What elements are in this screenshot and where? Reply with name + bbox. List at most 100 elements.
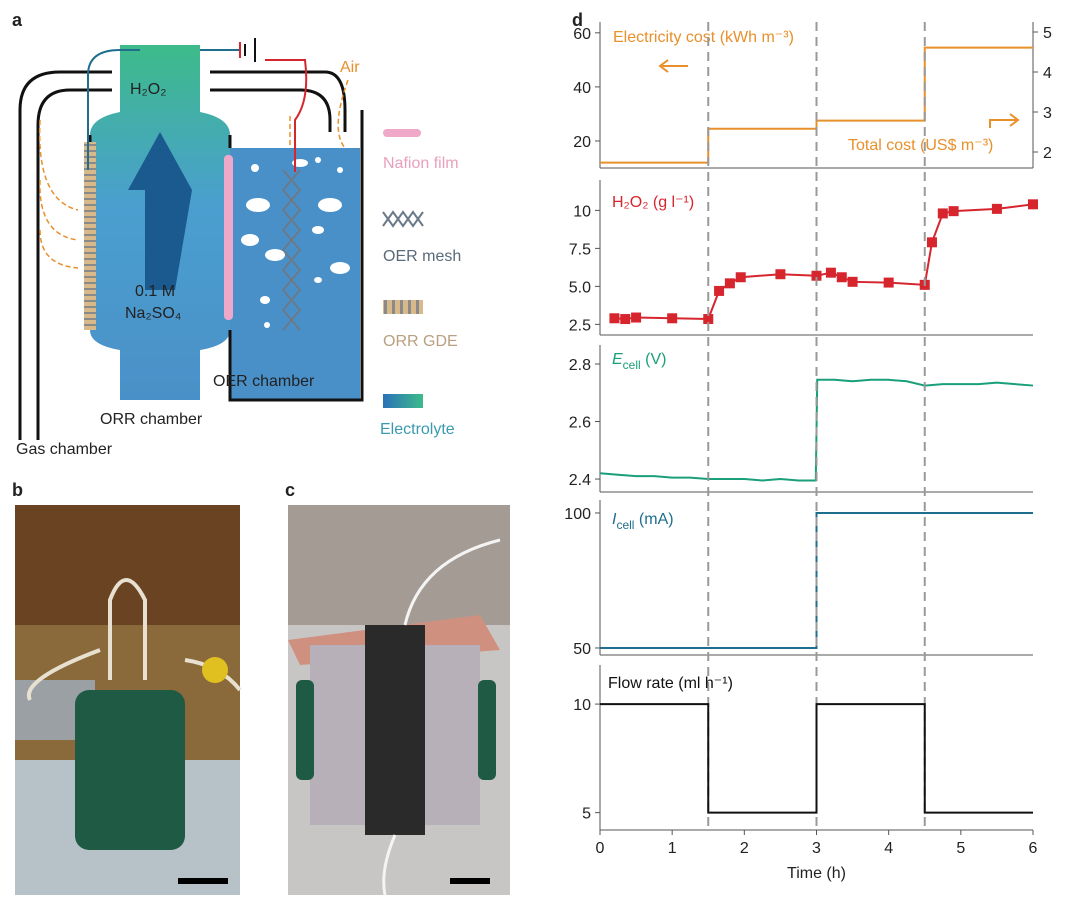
photo-clip [478, 680, 496, 780]
x-tick-label: 2 [740, 840, 749, 857]
data-point [847, 276, 858, 287]
nafion-film [224, 155, 233, 320]
photo-clip [202, 657, 228, 683]
panel-label: a [12, 10, 23, 30]
data-point [735, 272, 746, 283]
y-tick-label: 20 [573, 134, 591, 151]
x-tick-label: 1 [668, 840, 677, 857]
panel-b: b [12, 480, 242, 895]
flow-arrow [128, 132, 192, 290]
data-point [620, 314, 631, 325]
annotation-text: H₂O₂ (g l⁻¹) [612, 194, 694, 211]
annotation-text: E [612, 351, 623, 368]
annotation-arrow [658, 59, 688, 73]
data-point [724, 278, 735, 289]
data-point [836, 272, 847, 283]
legend-label: OER mesh [383, 248, 461, 265]
photo-tubes [382, 538, 501, 896]
data-point [609, 313, 620, 324]
battery [244, 38, 256, 62]
legend-label: ORR GDE [383, 333, 458, 350]
annotation-text: Total cost (US$ m⁻³) [848, 137, 993, 154]
annotation-sub: cell [623, 358, 641, 372]
data-point [1028, 199, 1038, 210]
data-point [825, 267, 836, 278]
x-tick-label: 4 [884, 840, 893, 857]
y-tick-label: 2.6 [569, 415, 591, 432]
diagram-label: H₂O₂ [130, 81, 166, 98]
data-line [614, 203, 1034, 321]
photo-bg [15, 505, 240, 625]
data-point [948, 206, 959, 217]
y-tick-label: 5 [582, 806, 591, 823]
legend-swatch [382, 210, 424, 228]
x-axis-title: Time (h) [787, 865, 846, 882]
panel-d: d 20 40 60 2 3 4 5 Electricity cost (kWh m⁻³) To… [564, 10, 1052, 882]
legend-label: Electrolyte [380, 421, 455, 438]
diagram-label: OER chamber [213, 373, 315, 390]
data-point [937, 208, 948, 219]
data-point [631, 312, 642, 323]
panel-a: a H₂O₂ 0.1 M Na₂SO₄ Air OER chamber ORR … [12, 10, 461, 458]
data-point [667, 313, 678, 324]
data-point [775, 269, 786, 280]
annotation-text: I [612, 511, 617, 528]
diagram-label: Na₂SO₄ [125, 305, 181, 322]
panel-label: d [572, 10, 583, 30]
data-point [811, 270, 822, 281]
air-flow [38, 79, 349, 269]
annotation: Ecell (V) [612, 351, 666, 372]
gas-chamber-wall [18, 70, 347, 440]
annotation: Flow rate (ml h⁻¹) [608, 675, 733, 692]
legend-label: Nafion film [383, 155, 459, 172]
legend-swatch [383, 394, 423, 408]
y-tick-label: 10 [573, 697, 591, 714]
annotation: Icell (mA) [612, 511, 674, 532]
y-tick-label: 2.5 [569, 317, 591, 334]
annotation-sub: cell [616, 518, 634, 532]
oer-mesh [281, 169, 302, 331]
oer-electrolyte [230, 148, 360, 400]
y-tick-label: 7.5 [569, 241, 591, 258]
y2-tick-label: 2 [1043, 145, 1052, 162]
data-point [883, 277, 894, 288]
panel-label: c [285, 480, 295, 500]
x-tick-label: 6 [1029, 840, 1038, 857]
diagram-label: ORR chamber [100, 411, 203, 428]
data-point [714, 285, 725, 296]
annotation-text: (V) [641, 351, 667, 368]
y-tick-label: 5.0 [569, 279, 591, 296]
wire [87, 49, 240, 170]
y2-tick-label: 4 [1043, 65, 1052, 82]
diagram-label: Gas chamber [16, 441, 113, 458]
y-tick-label: 40 [573, 80, 591, 97]
orr-gde [84, 142, 96, 330]
panel-c: c [285, 480, 510, 896]
panel-label: b [12, 480, 23, 500]
scale-bar [178, 878, 228, 884]
y-tick-label: 2.8 [569, 357, 591, 374]
photo-cell [75, 690, 185, 850]
x-tick-label: 5 [956, 840, 965, 857]
y2-tick-label: 3 [1043, 105, 1052, 122]
data-point [926, 237, 937, 248]
data-point [991, 203, 1002, 214]
photo-electrode [365, 625, 425, 835]
y-tick-label: 10 [573, 203, 591, 220]
annotation-text: Flow rate (ml h⁻¹) [608, 675, 733, 692]
legend-swatch [383, 129, 421, 137]
annotation-text: Electricity cost (kWh m⁻³) [613, 29, 794, 46]
diagram-label: Air [340, 59, 360, 76]
scale-bar [450, 878, 490, 884]
x-tick-label: 3 [812, 840, 821, 857]
annotation: Total cost (US$ m⁻³) [848, 137, 993, 154]
y-tick-label: 60 [573, 26, 591, 43]
annotation: Electricity cost (kWh m⁻³) [613, 29, 794, 46]
y-tick-label: 2.4 [569, 472, 591, 489]
gas-chamber-wall [36, 88, 332, 440]
annotation: H₂O₂ (g l⁻¹) [612, 194, 694, 211]
diagram-label: 0.1 M [135, 283, 175, 300]
data-line [600, 703, 1033, 814]
photo-clip [296, 680, 314, 780]
